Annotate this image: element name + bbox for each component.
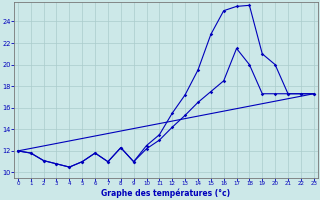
X-axis label: Graphe des températures (°c): Graphe des températures (°c) xyxy=(101,188,230,198)
